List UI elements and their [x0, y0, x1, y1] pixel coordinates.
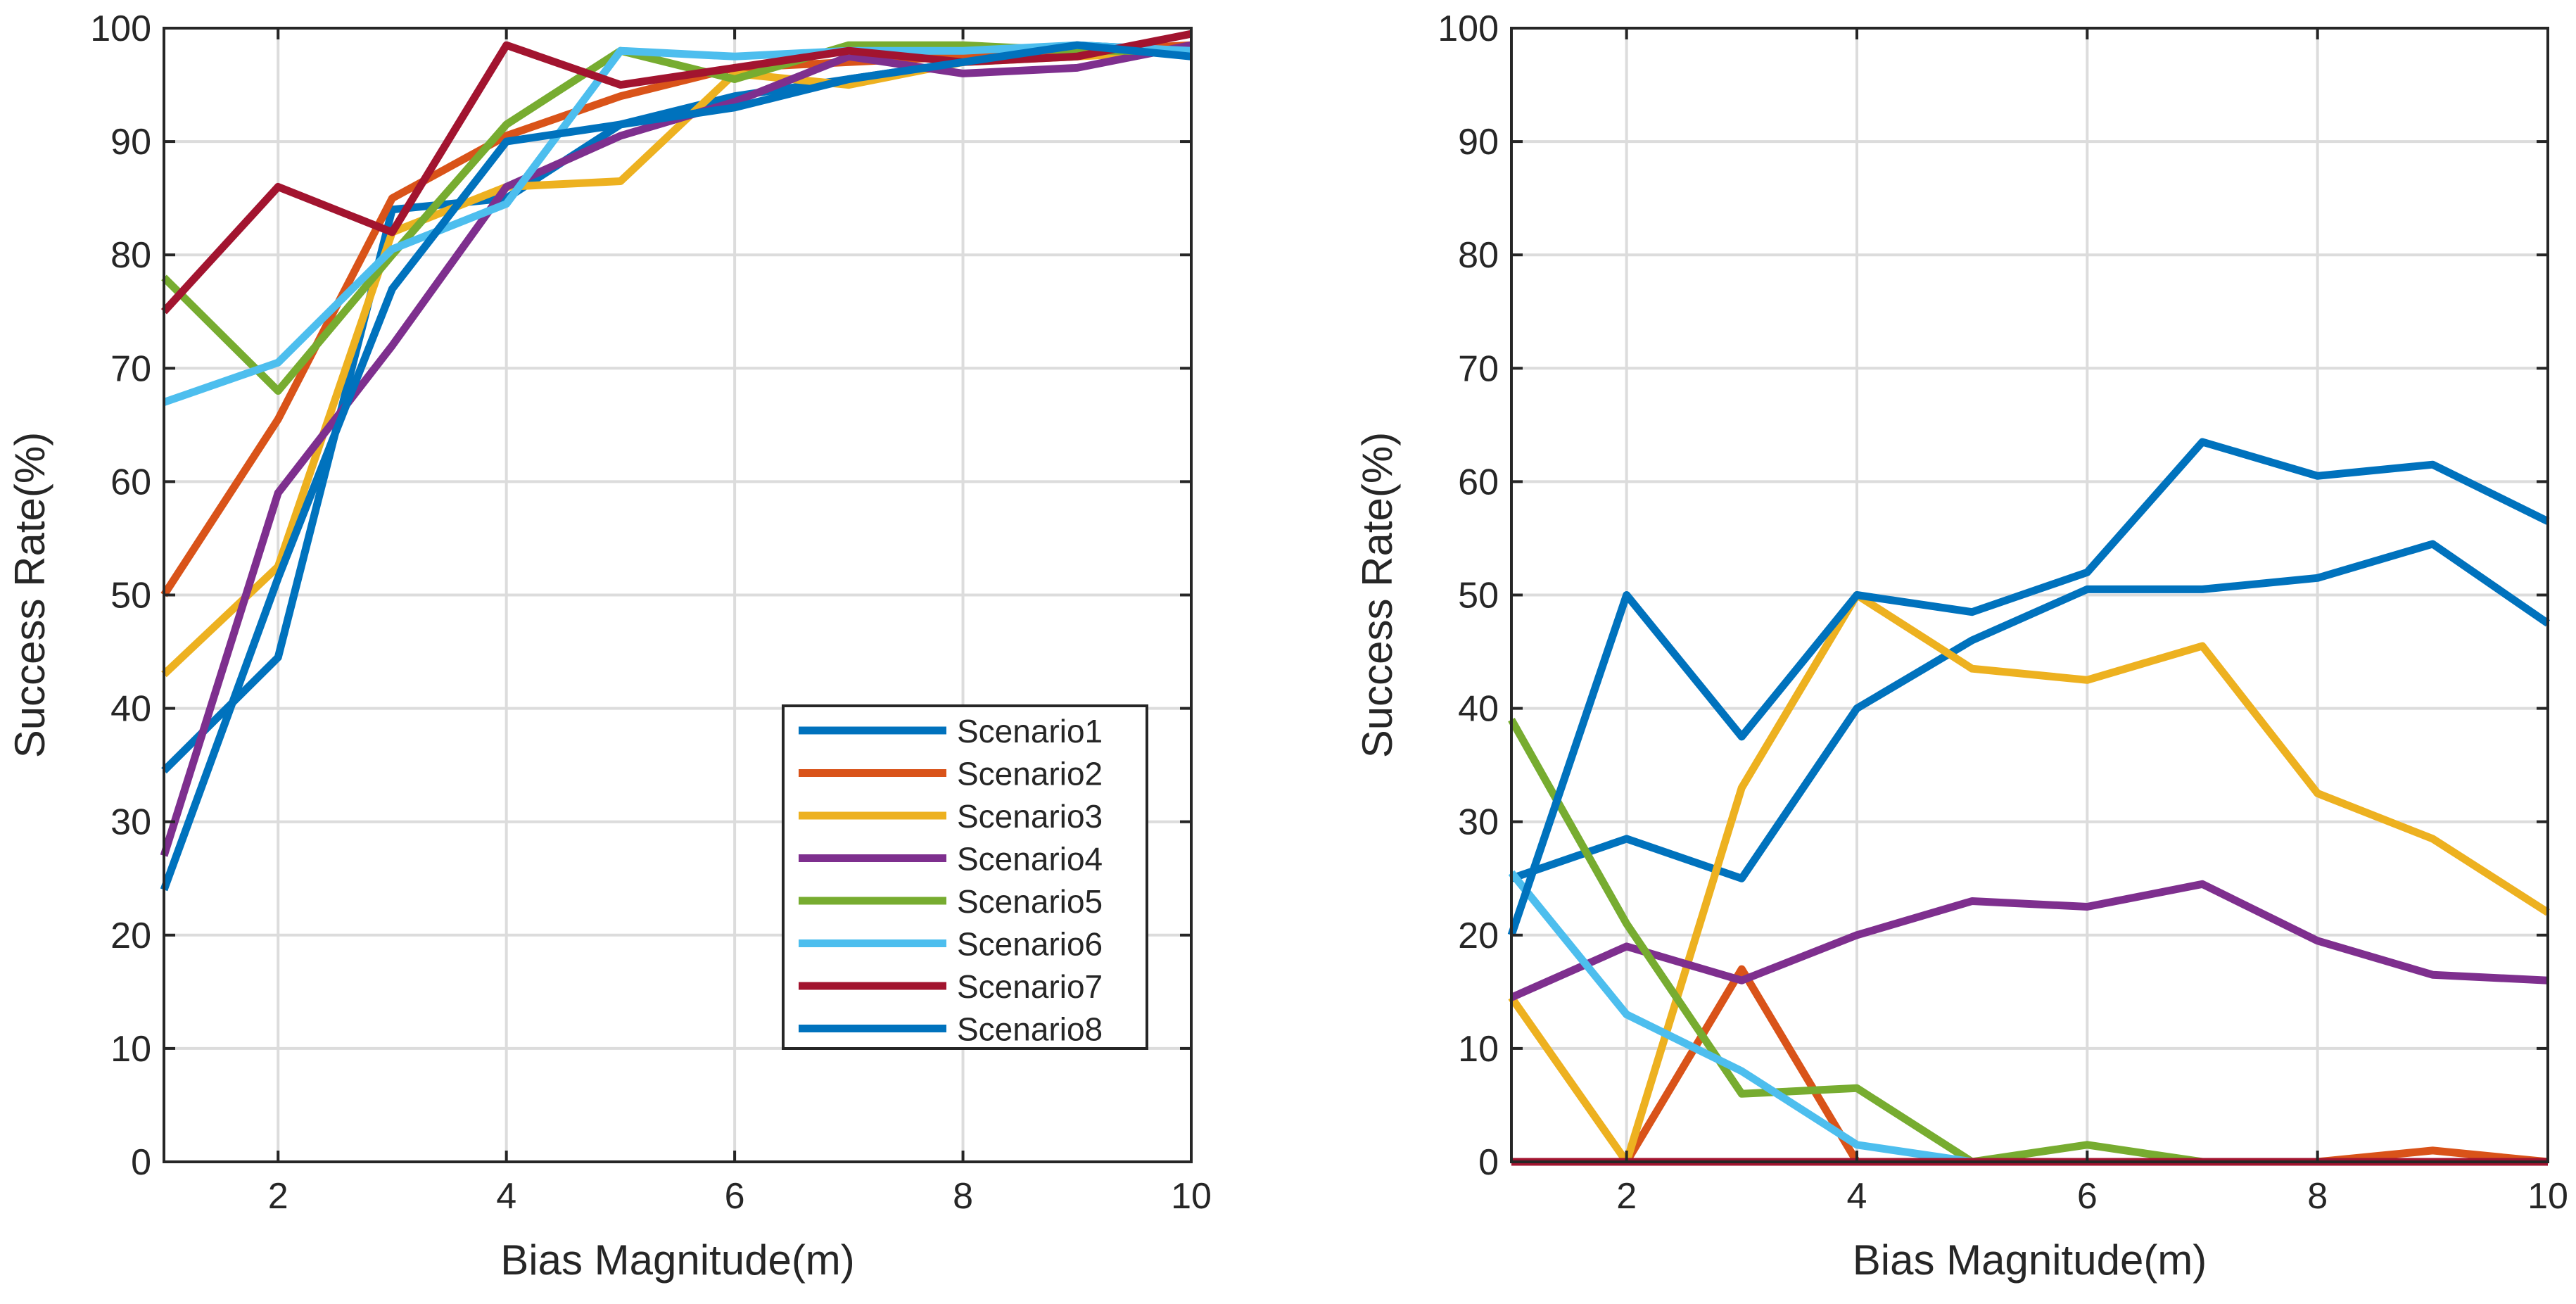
right-y-tick-label: 20	[1458, 916, 1499, 956]
right-chart-series	[1507, 438, 2551, 1166]
legend-label-scenario2: Scenario2	[957, 756, 1103, 792]
left-x-tick-label: 2	[268, 1176, 288, 1217]
right-y-tick-label: 10	[1458, 1029, 1499, 1070]
right-x-tick-label: 8	[2307, 1176, 2328, 1217]
legend-label-scenario8: Scenario8	[957, 1011, 1103, 1048]
left-chart-series	[160, 30, 1193, 892]
left-chart-x-axis-label: Bias Magnitude(m)	[500, 1236, 855, 1284]
right-x-tick-label: 4	[1847, 1176, 1867, 1217]
right-y-tick-label: 50	[1458, 576, 1499, 616]
left-series-line-scenario6	[163, 41, 1192, 406]
left-series-line-scenario5	[161, 41, 1191, 395]
left-y-tick-label: 90	[110, 122, 151, 163]
legend-label-scenario7: Scenario7	[957, 968, 1103, 1005]
legend: Scenario1 Scenario2 Scenario3 Scenario4 Scen…	[782, 704, 1148, 1050]
left-y-tick-label: 10	[110, 1029, 151, 1070]
left-y-tick-label: 0	[131, 1142, 151, 1183]
legend-label-scenario6: Scenario6	[957, 926, 1103, 963]
legend-label-scenario3: Scenario3	[957, 798, 1103, 835]
right-y-tick-label: 60	[1458, 462, 1499, 502]
left-x-tick-label: 6	[725, 1176, 745, 1217]
right-x-tick-label: 6	[2077, 1176, 2098, 1217]
right-chart-y-axis-label: Success Rate(%)	[1354, 432, 1401, 758]
right-y-tick-label: 90	[1458, 122, 1499, 163]
right-y-tick-label: 30	[1458, 802, 1499, 843]
right-y-tick-label: 0	[1478, 1142, 1499, 1183]
legend-label-scenario5: Scenario5	[957, 883, 1103, 920]
left-chart-grid	[164, 28, 1191, 1162]
right-y-tick-label: 40	[1458, 689, 1499, 730]
right-y-tick-label: 80	[1458, 235, 1499, 276]
left-series-line-scenario7	[160, 30, 1193, 315]
legend-label-scenario4: Scenario4	[957, 841, 1103, 878]
left-y-tick-label: 100	[90, 8, 151, 49]
right-series-line-scenario8	[1507, 438, 2550, 937]
right-series-line-scenario1	[1510, 540, 2551, 882]
left-series-line-scenario1	[161, 41, 1192, 774]
left-x-tick-label: 8	[953, 1176, 973, 1217]
right-series-line-scenario6	[1508, 870, 2548, 1166]
left-y-tick-label: 40	[110, 689, 151, 730]
right-y-tick-label: 100	[1438, 8, 1499, 49]
right-x-tick-label: 10	[2527, 1176, 2568, 1217]
left-series-line-scenario8	[160, 41, 1192, 892]
left-y-tick-label: 80	[110, 235, 151, 276]
left-y-tick-label: 70	[110, 348, 151, 389]
legend-label-scenario1: Scenario1	[957, 713, 1103, 749]
left-y-tick-label: 30	[110, 802, 151, 843]
left-x-tick-label: 10	[1171, 1176, 1212, 1217]
right-x-tick-label: 2	[1616, 1176, 1637, 1217]
right-y-tick-label: 70	[1458, 348, 1499, 389]
right-series-line-scenario3	[1508, 591, 2550, 1166]
legend-entries: Scenario1 Scenario2 Scenario3 Scenario4 Scen…	[799, 713, 1103, 1048]
left-x-tick-label: 4	[496, 1176, 516, 1217]
right-series-line-scenario4	[1509, 880, 2549, 1001]
right-chart-x-axis-label: Bias Magnitude(m)	[1853, 1236, 2207, 1284]
left-chart-y-axis-label: Success Rate(%)	[6, 432, 53, 758]
left-y-tick-label: 20	[110, 916, 151, 956]
right-series-line-scenario2	[1511, 965, 2549, 1166]
left-y-tick-label: 60	[110, 462, 151, 502]
left-series-line-scenario3	[161, 46, 1192, 678]
legend-box	[782, 704, 1148, 1050]
left-y-tick-label: 50	[110, 576, 151, 616]
